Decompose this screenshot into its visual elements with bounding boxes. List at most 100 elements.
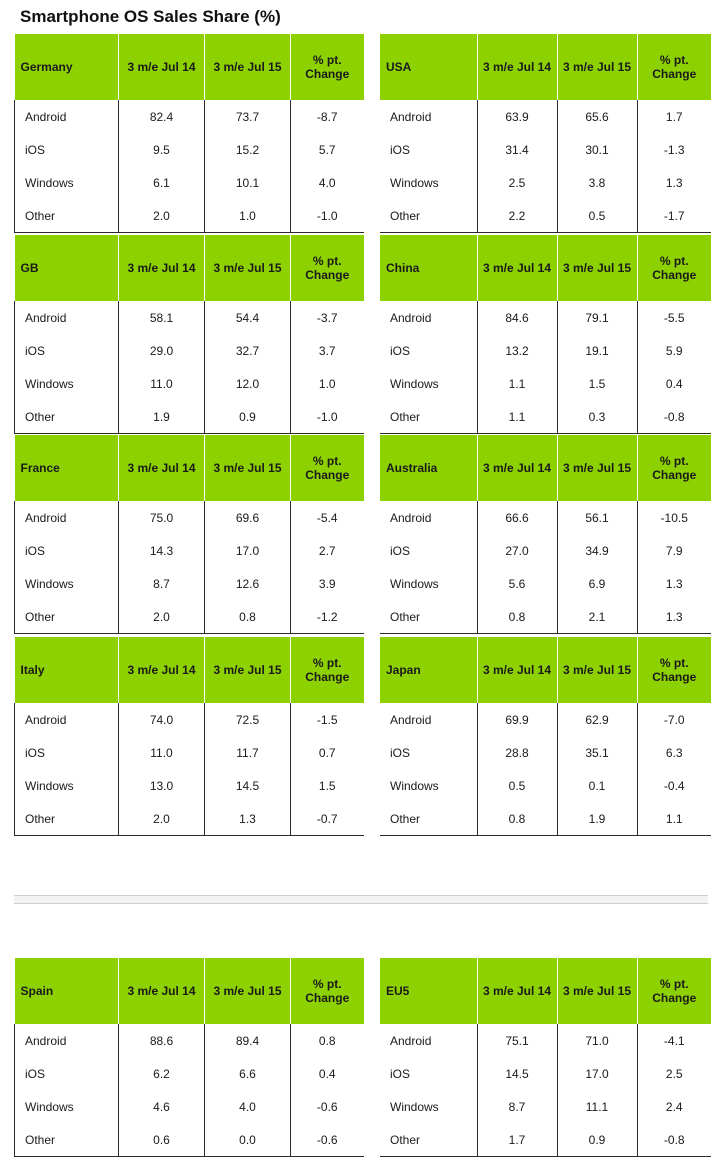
table-row: Android 75.1 71.0 -4.1 [380, 1024, 711, 1057]
column-header: % pt. Change [290, 637, 364, 703]
value-change: 2.4 [665, 1099, 683, 1114]
value-jul14: 31.4 [477, 133, 558, 166]
value-jul15: 6.9 [557, 567, 638, 600]
os-name: Other [380, 1123, 478, 1157]
region-label: EU5 [380, 958, 478, 1024]
os-name: Windows [14, 166, 119, 199]
column-header: % pt. Change [637, 34, 711, 100]
column-header: 3 m/e Jul 15 [204, 637, 291, 703]
value-jul14: 2.0 [118, 600, 205, 634]
os-name: Windows [380, 166, 478, 199]
column-header: % pt. Change [290, 435, 364, 501]
value-jul14: 6.2 [118, 1057, 205, 1090]
value-jul15: 62.9 [557, 703, 638, 736]
value-jul15: 72.5 [204, 703, 291, 736]
value-jul15: 1.3 [204, 802, 291, 836]
os-share-table: Germany 3 m/e Jul 14 3 m/e Jul 15% pt. Cha… [14, 34, 364, 233]
os-share-table: Spain 3 m/e Jul 14 3 m/e Jul 15% pt. Chang… [14, 958, 364, 1157]
os-share-table: EU5 3 m/e Jul 14 3 m/e Jul 15% pt. Change A… [380, 958, 711, 1157]
value-jul15: 17.0 [204, 534, 291, 567]
value-change: 7.9 [665, 543, 683, 558]
value-change: 0.4 [318, 1066, 336, 1081]
value-jul15: 0.8 [204, 600, 291, 634]
table-header-row: China 3 m/e Jul 14 3 m/e Jul 15% pt. Chang… [380, 235, 711, 301]
table-row: Windows 4.6 4.0 -0.6 [14, 1090, 364, 1123]
column-header: % pt. Change [637, 958, 711, 1024]
value-change: -1.7 [637, 199, 711, 233]
os-share-table: Japan 3 m/e Jul 14 3 m/e Jul 15% pt. Chang… [380, 637, 711, 836]
value-change: 1.5 [318, 778, 336, 793]
os-name: Other [380, 400, 478, 434]
column-header: 3 m/e Jul 14 [477, 235, 558, 301]
os-share-table: Italy 3 m/e Jul 14 3 m/e Jul 15% pt. Chang… [14, 637, 364, 836]
value-change: 3.7 [318, 343, 336, 358]
value-change: -7.0 [663, 712, 685, 727]
region-label: GB [14, 235, 119, 301]
table-row: iOS 29.0 32.7 3.7 [14, 334, 364, 367]
value-jul14: 2.5 [477, 166, 558, 199]
table-row: Windows 2.5 3.8 1.3 [380, 166, 711, 199]
column-header: 3 m/e Jul 15 [557, 637, 638, 703]
value-jul14: 1.1 [477, 367, 558, 400]
table-row: Android 74.0 72.5 -1.5 [14, 703, 364, 736]
table-row: iOS 6.2 6.6 0.4 [14, 1057, 364, 1090]
value-change: 1.3 [665, 175, 683, 190]
table-row: Android 63.9 65.6 1.7 [380, 100, 711, 133]
value-change: -4.1 [663, 1033, 685, 1048]
os-name: Windows [380, 367, 478, 400]
os-name: Other [380, 600, 478, 634]
value-change: 1.1 [637, 802, 711, 836]
os-name: Other [380, 802, 478, 836]
os-name: Other [14, 400, 119, 434]
value-jul14: 4.6 [118, 1090, 205, 1123]
column-header: % pt. Change [637, 435, 711, 501]
os-share-table: China 3 m/e Jul 14 3 m/e Jul 15% pt. Chang… [380, 235, 711, 434]
os-name: Android [380, 501, 478, 534]
value-jul15: 4.0 [204, 1090, 291, 1123]
value-jul14: 2.0 [118, 802, 205, 836]
value-jul14: 14.3 [118, 534, 205, 567]
table-row: Other 1.7 0.9 -0.8 [380, 1123, 711, 1157]
table-row: Android 82.4 73.7 -8.7 [14, 100, 364, 133]
table-row: Android 69.9 62.9 -7.0 [380, 703, 711, 736]
value-jul15: 30.1 [557, 133, 638, 166]
os-name: Other [14, 600, 119, 634]
column-header: 3 m/e Jul 14 [118, 637, 205, 703]
table-row: Windows 11.0 12.0 1.0 [14, 367, 364, 400]
table-row: iOS 28.8 35.1 6.3 [380, 736, 711, 769]
value-jul15: 34.9 [557, 534, 638, 567]
os-name: Android [14, 501, 119, 534]
os-name: Other [380, 199, 478, 233]
value-change: -1.0 [290, 199, 364, 233]
value-change: 1.3 [665, 576, 683, 591]
value-jul15: 0.0 [204, 1123, 291, 1157]
value-jul14: 14.5 [477, 1057, 558, 1090]
value-jul15: 3.8 [557, 166, 638, 199]
table-row: iOS 27.0 34.9 7.9 [380, 534, 711, 567]
table-row: iOS 13.2 19.1 5.9 [380, 334, 711, 367]
region-label: Japan [380, 637, 478, 703]
os-name: iOS [380, 334, 478, 367]
value-jul14: 1.1 [477, 400, 558, 434]
value-jul14: 84.6 [477, 301, 558, 334]
column-header: 3 m/e Jul 15 [204, 235, 291, 301]
value-jul14: 82.4 [118, 100, 205, 133]
value-jul14: 9.5 [118, 133, 205, 166]
value-jul15: 32.7 [204, 334, 291, 367]
value-change: 3.9 [318, 576, 336, 591]
table-row: Windows 8.7 12.6 3.9 [14, 567, 364, 600]
value-change: -5.5 [663, 310, 685, 325]
column-header: % pt. Change [290, 235, 364, 301]
value-jul14: 6.1 [118, 166, 205, 199]
value-change: -0.6 [290, 1123, 364, 1157]
table-row: Other 2.2 0.5 -1.7 [380, 199, 711, 233]
column-header: 3 m/e Jul 14 [118, 958, 205, 1024]
region-label: Australia [380, 435, 478, 501]
value-change: -0.8 [637, 1123, 711, 1157]
os-name: Other [14, 199, 119, 233]
table-row: Windows 0.5 0.1 -0.4 [380, 769, 711, 802]
os-name: Android [380, 703, 478, 736]
column-header: 3 m/e Jul 14 [118, 235, 205, 301]
value-jul14: 13.2 [477, 334, 558, 367]
value-jul15: 89.4 [204, 1024, 291, 1057]
